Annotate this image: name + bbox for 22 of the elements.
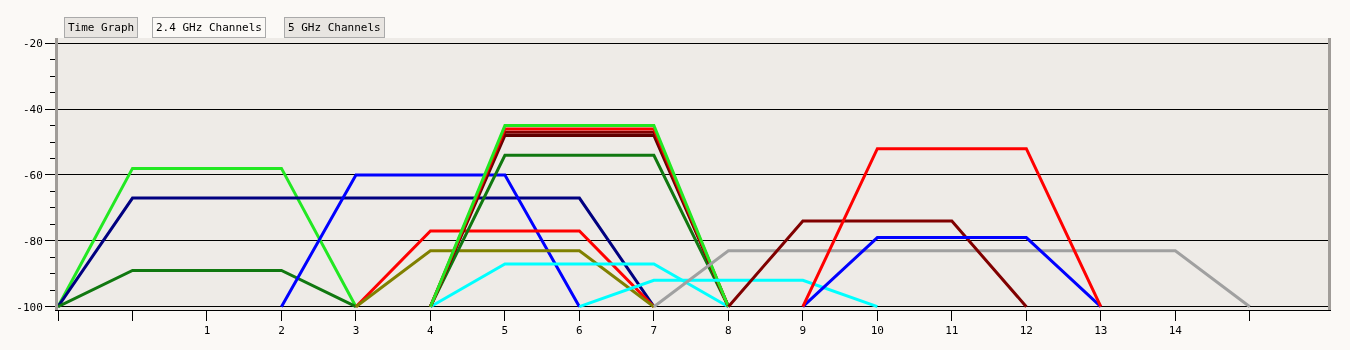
x-tick-label: 8 (725, 324, 732, 338)
y-tick-label: -60 (22, 168, 43, 182)
x-tick-label: 14 (1168, 324, 1183, 338)
x-tick-label: 4 (427, 324, 435, 338)
x-tick-label: 5 (501, 324, 509, 338)
y-tick-label: -40 (22, 102, 43, 116)
x-tick-label: 1 (203, 324, 211, 338)
y-tick-label: -20 (22, 37, 43, 51)
x-tick-label: 11 (945, 324, 959, 338)
x-tick-label: 12 (1019, 324, 1033, 338)
y-tick-label: -100 (16, 300, 43, 314)
text: 5 GHz Channels (288, 21, 381, 34)
x-tick-label: 6 (576, 324, 583, 338)
x-tick-label: 7 (650, 324, 658, 338)
x-tick-label: 10 (870, 324, 884, 338)
y-tick-label: -80 (22, 234, 43, 248)
x-tick-label: 13 (1094, 324, 1108, 338)
x-tick-label: 2 (278, 324, 285, 338)
text: Time Graph (68, 21, 135, 34)
x-tick-label: 3 (352, 324, 360, 338)
x-tick-label: 9 (799, 324, 807, 338)
text: 2.4 GHz Channels (156, 21, 262, 34)
